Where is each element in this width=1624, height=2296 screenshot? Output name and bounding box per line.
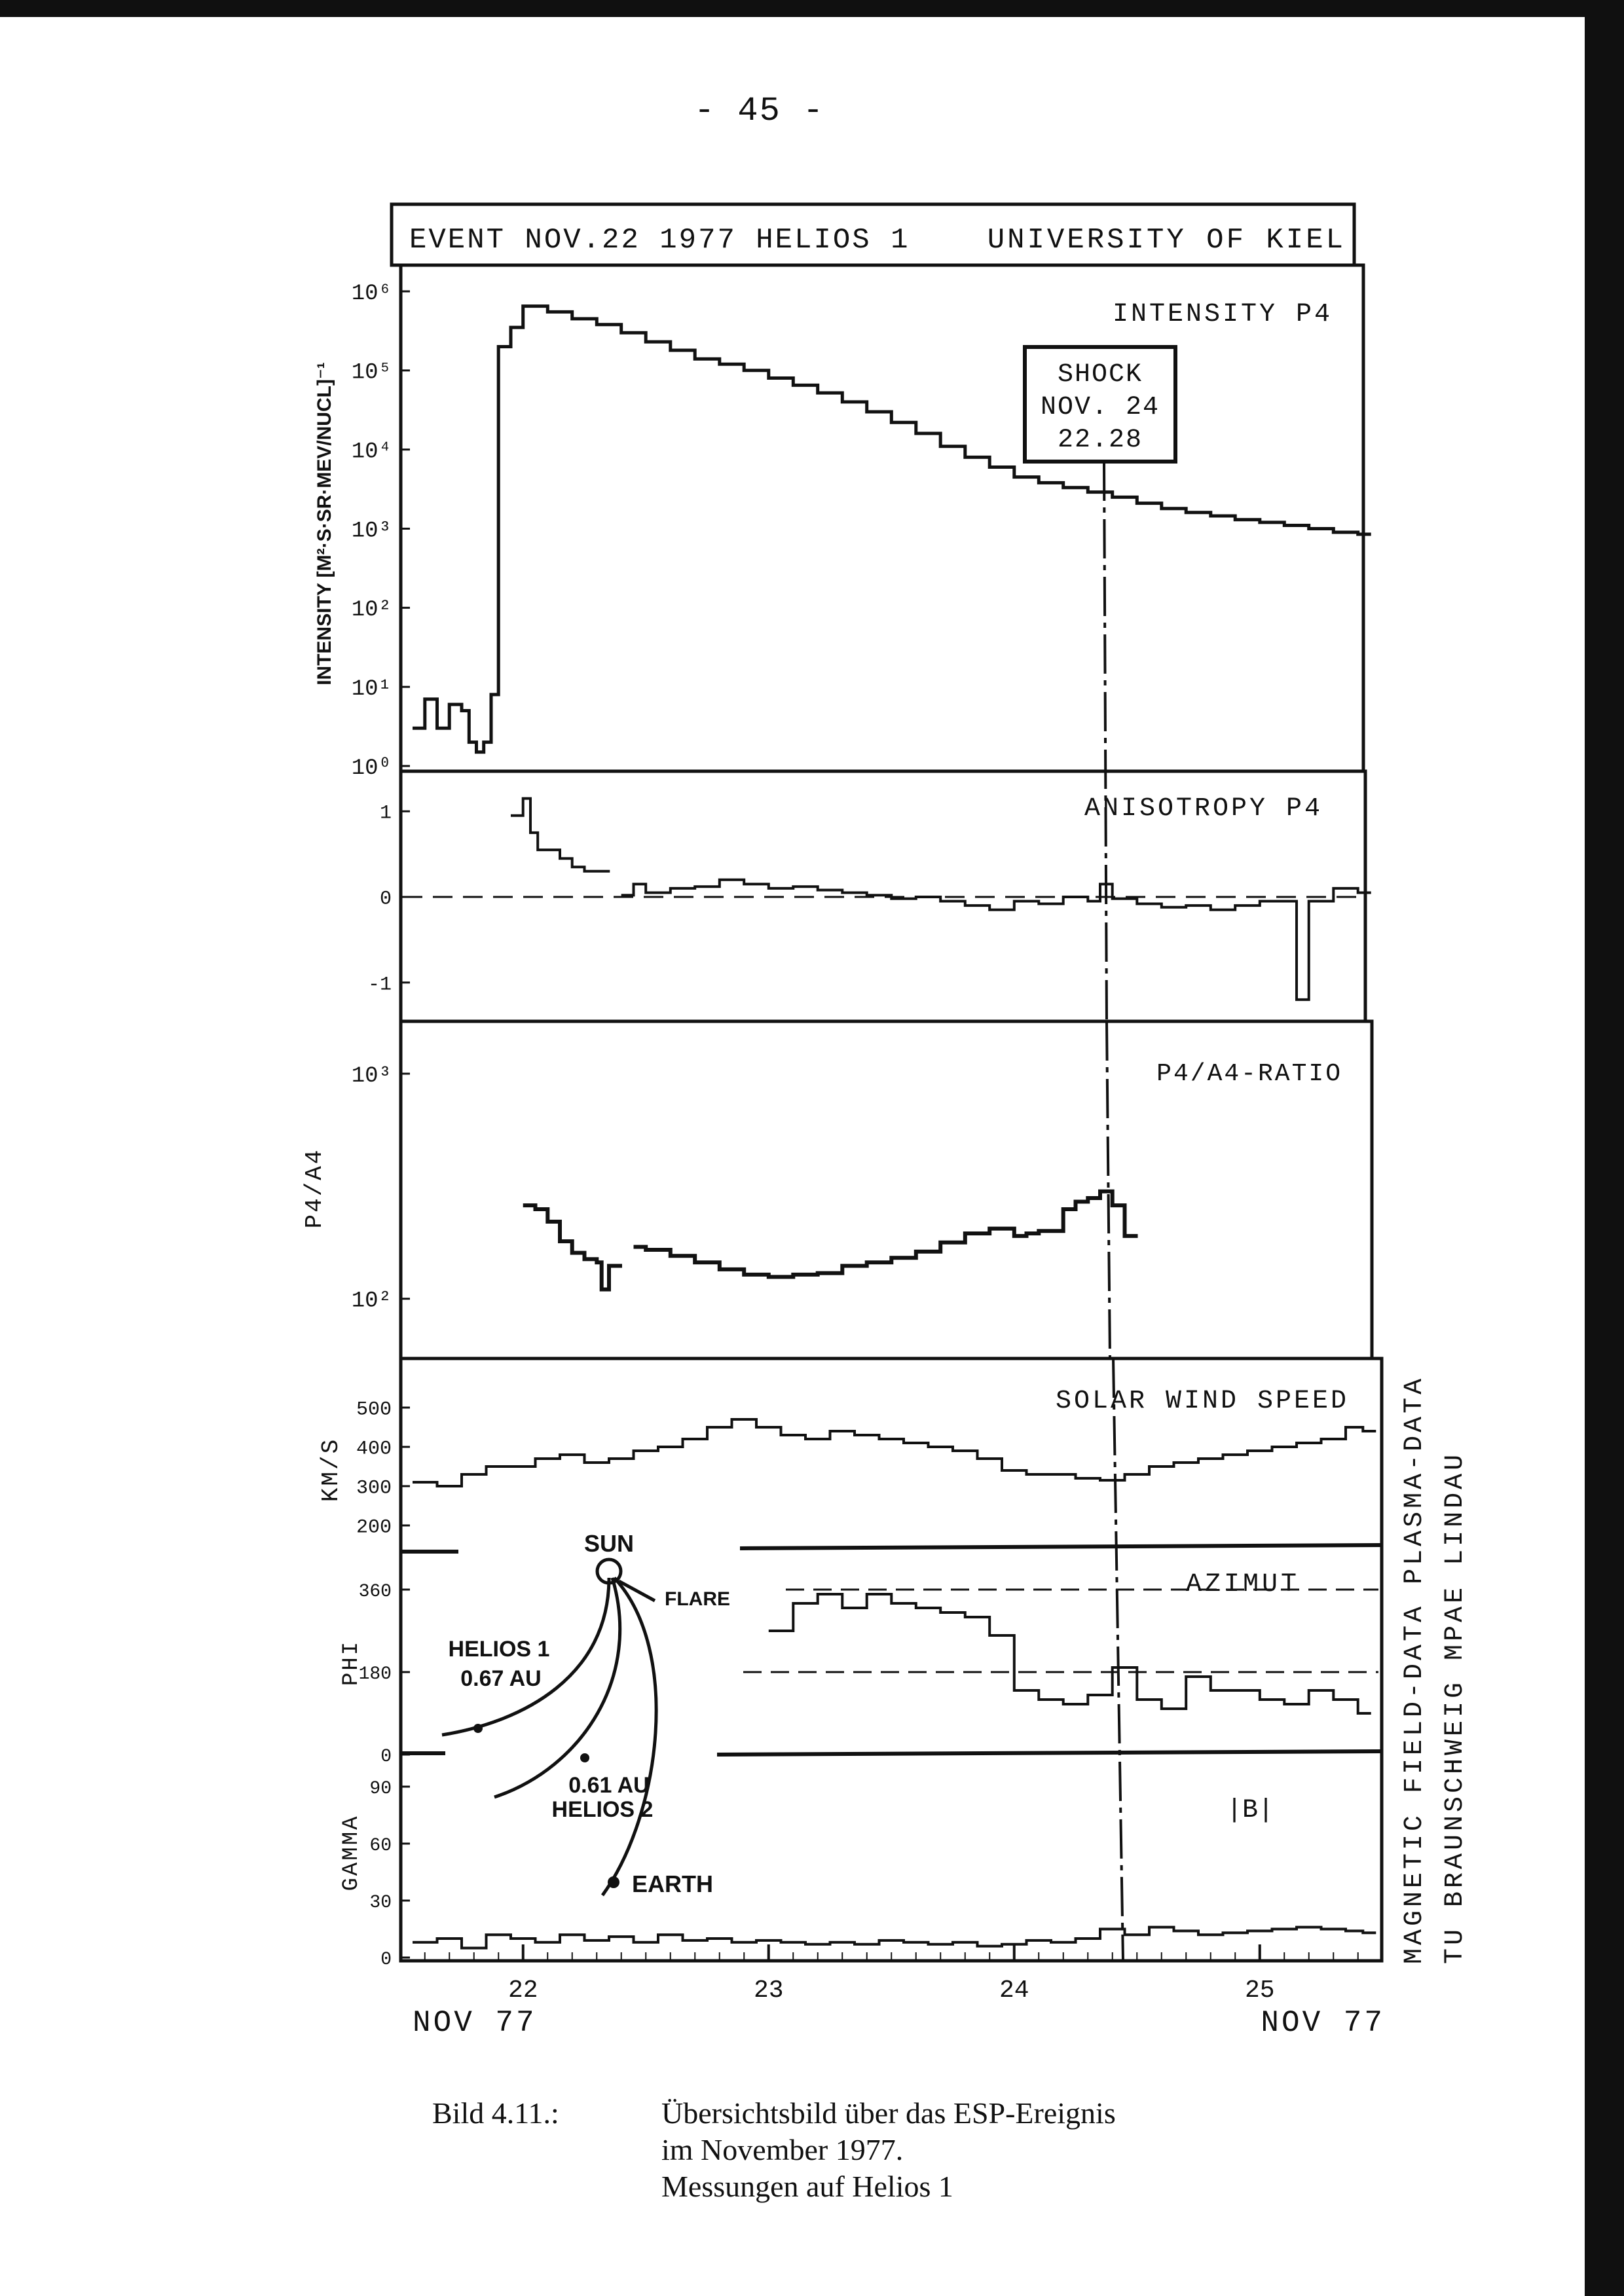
azimut-title: AZIMUT bbox=[1186, 1570, 1300, 1599]
shock-box bbox=[1023, 345, 1177, 464]
x-left-label: NOV 77 bbox=[413, 2006, 537, 2040]
intensity-axis-tick-label: 10¹ bbox=[352, 677, 392, 702]
intensity-axis-tick-label: 10³ bbox=[352, 519, 392, 543]
anisotropy-title: ANISOTROPY P4 bbox=[1084, 794, 1323, 824]
caption-line-1: Bild 4.11.: Übersichtsbild über das ESP-E… bbox=[432, 2095, 1116, 2132]
shock-annotation: SHOCK NOV. 24 22.28 bbox=[1023, 345, 1177, 464]
ratio-series-line bbox=[633, 1189, 1138, 1279]
caption-line-2: im November 1977. bbox=[432, 2132, 1116, 2168]
ratio-title: P4/A4-RATIO bbox=[1156, 1060, 1342, 1088]
scan-border-inner bbox=[1570, 17, 1585, 2296]
shock-label-1: SHOCK bbox=[1058, 360, 1143, 390]
intensity-panel-frame bbox=[399, 263, 1365, 773]
wind-title: SOLAR WIND SPEED bbox=[1056, 1387, 1349, 1416]
x-tick-label: 25 bbox=[1245, 1977, 1275, 2005]
gamma-axis-tick-label: 30 bbox=[369, 1893, 392, 1913]
gamma-axis-tick-label: 60 bbox=[369, 1836, 392, 1856]
wind-series-line bbox=[413, 1418, 1376, 1487]
sun-label: SUN bbox=[584, 1530, 634, 1557]
x-right-label: NOV 77 bbox=[1261, 2006, 1385, 2040]
x-tick-label: 22 bbox=[508, 1977, 538, 2005]
azimut-axis-tick-label: 0 bbox=[380, 1747, 392, 1767]
caption-text-1: Übersichtsbild über das ESP-Ereignis bbox=[661, 2096, 1116, 2130]
helios2-distance: 0.61 AU bbox=[568, 1773, 649, 1798]
wind-axis-tick-label: 400 bbox=[356, 1438, 392, 1461]
flare-label: FLARE bbox=[665, 1588, 730, 1610]
intensity-axis-tick-label: 10² bbox=[352, 598, 392, 623]
caption-line-3: Messungen auf Helios 1 bbox=[432, 2168, 1116, 2205]
azimut-axis-tick-label: 360 bbox=[359, 1582, 392, 1602]
helios2-position bbox=[580, 1753, 589, 1762]
wind-ylabel: KM/S bbox=[318, 1438, 344, 1502]
anisotropy-axis-tick-label: 0 bbox=[380, 888, 392, 911]
x-tick-label: 23 bbox=[754, 1977, 784, 2005]
separator-right-upper bbox=[739, 1543, 1382, 1550]
gamma-axis-tick-label: 90 bbox=[369, 1779, 392, 1799]
intensity-series-line bbox=[413, 304, 1371, 754]
intensity-axis-tick-label: 10⁰ bbox=[352, 756, 392, 781]
gamma-title: |B| bbox=[1227, 1796, 1274, 1825]
x-tick-label: 24 bbox=[999, 1977, 1029, 2005]
helios1-position bbox=[473, 1724, 483, 1733]
ratio-axis-tick-label: 10² bbox=[352, 1289, 392, 1314]
scan-border-top bbox=[0, 0, 1624, 17]
caption-text-3: Messungen auf Helios 1 bbox=[661, 2170, 953, 2203]
flare-arrow bbox=[618, 1579, 656, 1603]
figure-caption: Bild 4.11.: Übersichtsbild über das ESP-E… bbox=[432, 2095, 1116, 2205]
azimut-series-line bbox=[768, 1593, 1371, 1715]
shock-marker-line-lower bbox=[1112, 1358, 1124, 1961]
intensity-axis-tick-label: 10⁴ bbox=[352, 440, 392, 465]
intensity-axis-tick-label: 10⁶ bbox=[352, 282, 392, 306]
intensity-ylabel: INTENSITY [M²·S·SR·MEV/NUCL]⁻¹ bbox=[314, 362, 335, 685]
caption-text-2: im November 1977. bbox=[661, 2133, 904, 2166]
shock-label-2: NOV. 24 bbox=[1041, 393, 1160, 422]
azimut-ylabel: PHI bbox=[339, 1640, 364, 1686]
anisotropy-series-line bbox=[511, 797, 610, 873]
wind-axis-tick-label: 500 bbox=[356, 1399, 392, 1421]
earth-label: EARTH bbox=[632, 1870, 713, 1897]
scan-border-right bbox=[1585, 0, 1624, 2296]
page-number: - 45 - bbox=[694, 92, 825, 130]
caption-label: Bild 4.11.: bbox=[432, 2096, 559, 2130]
gamma-series-line bbox=[413, 1925, 1376, 1950]
anisotropy-axis-tick-label: 1 bbox=[380, 803, 392, 825]
anisotropy-axis-tick-label: -1 bbox=[368, 974, 392, 996]
intensity-axis-tick-label: 10⁵ bbox=[352, 361, 392, 386]
helios1-label: HELIOS 1 bbox=[449, 1637, 550, 1662]
wind-axis-tick-label: 200 bbox=[356, 1517, 392, 1539]
wind-axis-tick-label: 300 bbox=[356, 1478, 392, 1500]
anisotropy-series-line bbox=[621, 878, 1371, 1001]
ratio-axis-tick-label: 10³ bbox=[352, 1064, 392, 1089]
header-institution: UNIVERSITY OF KIEL bbox=[987, 224, 1346, 257]
gamma-axis-tick-label: 0 bbox=[380, 1950, 392, 1970]
separator-right-lower bbox=[716, 1749, 1382, 1757]
intensity-title: INTENSITY P4 bbox=[1113, 300, 1333, 329]
helios2-label: HELIOS 2 bbox=[552, 1797, 654, 1822]
credit-line-1: MAGNETIC FIELD-DATA PLASMA-DATA bbox=[1400, 1376, 1430, 1964]
azimut-axis-tick-label: 180 bbox=[359, 1664, 392, 1685]
helios1-distance: 0.67 AU bbox=[460, 1666, 541, 1691]
helios2-spiral bbox=[494, 1577, 622, 1799]
shock-label-3: 22.28 bbox=[1058, 426, 1143, 455]
ratio-ylabel: P4/A4 bbox=[301, 1148, 328, 1228]
credit-line-2: TU BRAUNSCHWEIG MPAE LINDAU bbox=[1441, 1451, 1470, 1964]
header-event: EVENT NOV.22 1977 HELIOS 1 bbox=[409, 224, 910, 257]
shock-marker-line-middle bbox=[1105, 1021, 1111, 1359]
earth-position bbox=[608, 1876, 619, 1888]
earth-spiral bbox=[600, 1576, 658, 1897]
ratio-series-line bbox=[523, 1203, 622, 1292]
gamma-ylabel: GAMMA bbox=[339, 1814, 364, 1891]
shock-marker-line-upper bbox=[1103, 461, 1108, 1022]
